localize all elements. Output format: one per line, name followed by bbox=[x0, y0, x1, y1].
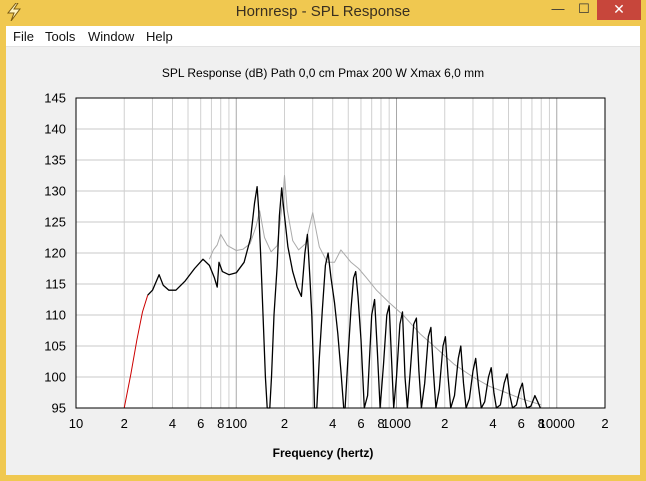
chart-panel: SPL Response (dB) Path 0,0 cm Pmax 200 W… bbox=[6, 47, 640, 475]
series-line-1 bbox=[123, 295, 149, 409]
x-tick-label: 6 bbox=[518, 416, 525, 431]
series-line-2 bbox=[208, 175, 542, 406]
chart-title: SPL Response (dB) Path 0,0 cm Pmax 200 W… bbox=[161, 66, 485, 80]
x-tick-label: 8 bbox=[377, 416, 384, 431]
y-tick-label: 120 bbox=[44, 246, 66, 261]
y-tick-label: 95 bbox=[52, 401, 66, 416]
x-axis-label: Frequency (hertz) bbox=[273, 446, 374, 460]
plot-frame bbox=[75, 97, 606, 409]
x-tick-label: 4 bbox=[169, 416, 176, 431]
title-bar[interactable]: Hornresp - SPL Response — ☐ ✕ bbox=[0, 0, 646, 24]
y-tick-label: 115 bbox=[45, 277, 66, 292]
x-tick-label: 2 bbox=[281, 416, 288, 431]
x-tick-label: 6 bbox=[357, 416, 364, 431]
x-tick-label: 4 bbox=[489, 416, 496, 431]
x-tick-label: 1000 bbox=[382, 416, 411, 431]
y-tick-label: 140 bbox=[44, 122, 66, 137]
y-tick-label: 100 bbox=[44, 370, 66, 385]
x-tick-label: 10 bbox=[69, 416, 83, 431]
maximize-button[interactable]: ☐ bbox=[578, 1, 590, 16]
x-tick-label: 4 bbox=[329, 416, 336, 431]
x-tick-label: 8 bbox=[538, 416, 545, 431]
y-tick-label: 105 bbox=[44, 339, 66, 354]
y-tick-label: 125 bbox=[44, 215, 66, 230]
x-tick-label: 100 bbox=[225, 416, 247, 431]
menu-bar: File Tools Window Help bbox=[6, 26, 640, 47]
x-tick-label: 2 bbox=[601, 416, 608, 431]
menu-file[interactable]: File bbox=[13, 29, 34, 44]
minimize-button[interactable]: — bbox=[551, 1, 565, 16]
window-title: Hornresp - SPL Response bbox=[235, 3, 411, 20]
y-tick-label: 145 bbox=[44, 91, 66, 106]
y-tick-labels: 145 140 135 130 125 120 115 110 105 100 95 bbox=[44, 91, 66, 416]
x-tick-label: 10000 bbox=[539, 416, 575, 431]
x-tick-label: 2 bbox=[441, 416, 448, 431]
close-button[interactable]: ✕ bbox=[597, 0, 641, 20]
menu-tools[interactable]: Tools bbox=[45, 29, 76, 44]
lightning-bolt-icon bbox=[6, 3, 21, 21]
x-tick-label: 2 bbox=[121, 416, 128, 431]
x-tick-label: 6 bbox=[197, 416, 204, 431]
y-tick-label: 130 bbox=[44, 184, 66, 199]
y-tick-label: 110 bbox=[45, 308, 66, 323]
menu-window[interactable]: Window bbox=[88, 29, 135, 44]
x-tick-label: 8 bbox=[217, 416, 224, 431]
y-tick-label: 135 bbox=[44, 153, 66, 168]
menu-help[interactable]: Help bbox=[146, 29, 173, 44]
grid-lines bbox=[75, 97, 606, 409]
